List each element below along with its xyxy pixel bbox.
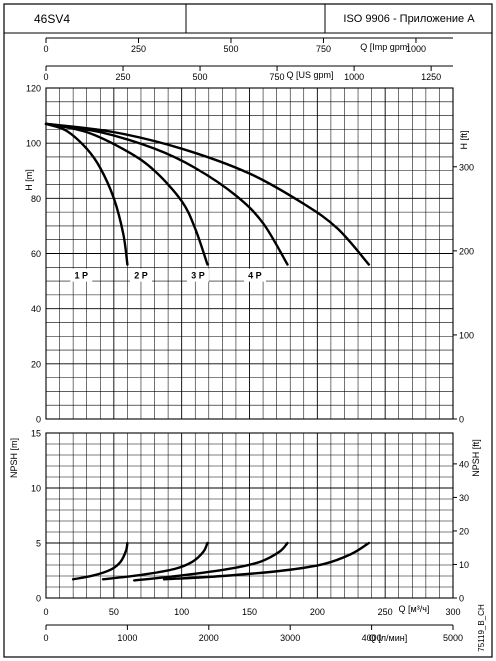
h-m-tick-label: 0 — [36, 415, 41, 425]
q-m3h-tick-label: 100 — [174, 607, 189, 617]
curve-label-2p: 2 P — [134, 271, 148, 281]
npsh-m-tick-label: 0 — [36, 594, 41, 604]
us-gpm-tick-label: 1250 — [421, 72, 441, 82]
model-name: 46SV4 — [34, 12, 70, 26]
h-m-tick-label: 20 — [31, 359, 41, 369]
imp-gpm-tick-label: 500 — [223, 44, 238, 54]
npsh-ft-tick-label: 10 — [459, 560, 469, 570]
q-m3h-tick-label: 0 — [43, 607, 48, 617]
h-m-tick-label: 40 — [31, 304, 41, 314]
q-m3h-tick-label: 150 — [242, 607, 257, 617]
npsh-m-tick-label: 15 — [31, 429, 41, 439]
h-ft-tick-label: 300 — [459, 162, 474, 172]
npsh-curve-4 — [162, 541, 371, 581]
npsh-ft-tick-label: 40 — [459, 459, 469, 469]
h-m-axis-label: H [m] — [24, 169, 34, 191]
h-m-tick-label: 100 — [26, 139, 41, 149]
h-ft-tick-label: 200 — [459, 246, 474, 256]
imp-gpm-tick-label: 0 — [43, 44, 48, 54]
curve-label-bg — [129, 268, 152, 282]
npsh-curve-1 — [71, 541, 129, 581]
npsh-curve-2 — [101, 541, 209, 581]
us-gpm-tick-label: 500 — [193, 72, 208, 82]
standard-label: ISO 9906 - Приложение A — [343, 13, 475, 25]
us-gpm-tick-label: 1000 — [344, 72, 364, 82]
head-curve-2p — [44, 122, 209, 266]
npsh-curve-3 — [132, 541, 289, 582]
q-m3h-tick-label: 200 — [310, 607, 325, 617]
us-gpm-axis-label: Q [US gpm] — [286, 70, 333, 80]
curve-label-1p: 1 P — [75, 271, 89, 281]
imp-gpm-tick-label: 250 — [131, 44, 146, 54]
imp-gpm-tick-label: 750 — [316, 44, 331, 54]
head-grid — [45, 87, 454, 420]
curve-label-3p: 3 P — [191, 271, 205, 281]
page-frame — [3, 3, 493, 658]
head-curve-4p — [44, 122, 371, 266]
npsh-ft-tick-label: 20 — [459, 526, 469, 536]
lmin-axis-label: Q [л/мин] — [369, 633, 407, 643]
npsh-ft-tick-label: 30 — [459, 493, 469, 503]
curve-label-4p: 4 P — [248, 271, 262, 281]
head-curve-3p — [44, 122, 289, 266]
h-ft-tick-label: 100 — [459, 330, 474, 340]
npsh-ft-tick-label: 0 — [459, 594, 464, 604]
curve-label-bg — [243, 268, 266, 282]
curve-label-bg — [70, 268, 93, 282]
us-gpm-tick-label: 250 — [116, 72, 131, 82]
curve-label-bg — [186, 268, 209, 282]
lmin-tick-label: 1000 — [117, 633, 137, 643]
imp-gpm-axis-label: Q [Imp gpm] — [360, 42, 410, 52]
h-m-tick-label: 60 — [31, 249, 41, 259]
q-m3h-tick-label: 250 — [378, 607, 393, 617]
lmin-tick-label: 5000 — [443, 633, 463, 643]
npsh-plot-frame — [45, 432, 454, 599]
h-ft-axis-label: H [ft] — [459, 130, 469, 149]
lmin-tick-label: 0 — [43, 633, 48, 643]
lmin-tick-label: 4000 — [362, 633, 382, 643]
q-m3h-axis-label: Q [м³/ч] — [399, 604, 430, 614]
npsh-m-tick-label: 10 — [31, 484, 41, 494]
head-curve-1p — [44, 122, 129, 266]
q-m3h-tick-label: 300 — [445, 607, 460, 617]
us-gpm-tick-label: 0 — [43, 72, 48, 82]
head-plot-frame — [45, 87, 454, 420]
drawing-code: 75119_B_CH — [477, 604, 486, 652]
h-ft-tick-label: 0 — [459, 415, 464, 425]
q-m3h-tick-label: 50 — [109, 607, 119, 617]
npsh-ft-axis-label: NPSH [ft] — [471, 439, 481, 477]
lmin-tick-label: 2000 — [199, 633, 219, 643]
h-m-tick-label: 120 — [26, 84, 41, 94]
imp-gpm-tick-label: 1000 — [406, 44, 426, 54]
npsh-m-tick-label: 5 — [36, 539, 41, 549]
npsh-m-axis-label: NPSH [m] — [9, 438, 19, 478]
lmin-tick-label: 3000 — [280, 633, 300, 643]
us-gpm-tick-label: 750 — [270, 72, 285, 82]
h-m-tick-label: 80 — [31, 194, 41, 204]
